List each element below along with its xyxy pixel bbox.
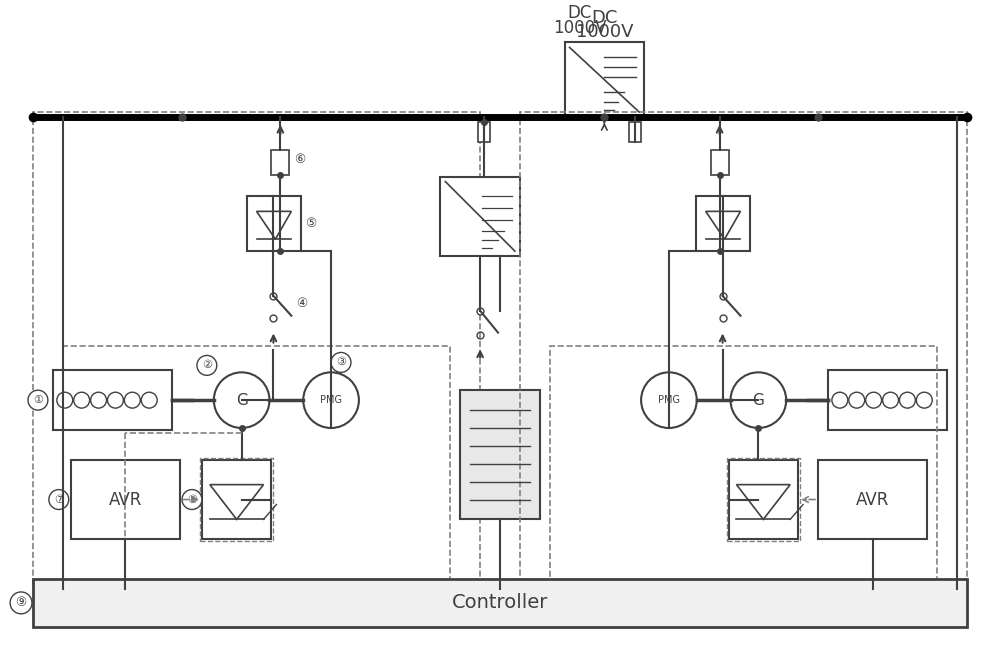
Circle shape bbox=[107, 392, 123, 408]
Bar bbox=[478, 122, 490, 142]
Circle shape bbox=[49, 490, 69, 510]
Text: AVR: AVR bbox=[109, 490, 142, 508]
Text: ①: ① bbox=[33, 395, 43, 405]
Circle shape bbox=[641, 372, 697, 428]
Bar bbox=[271, 150, 289, 174]
Bar bbox=[247, 196, 301, 251]
Text: ②: ② bbox=[202, 360, 212, 370]
Text: Controller: Controller bbox=[452, 594, 548, 612]
Text: ⑦: ⑦ bbox=[54, 495, 64, 505]
Text: 1000V: 1000V bbox=[553, 19, 606, 37]
Bar bbox=[711, 150, 729, 174]
Circle shape bbox=[28, 390, 48, 410]
Text: ⑨: ⑨ bbox=[15, 596, 27, 609]
Text: ⑥: ⑥ bbox=[294, 153, 305, 166]
Circle shape bbox=[849, 392, 865, 408]
Circle shape bbox=[916, 392, 932, 408]
Bar bbox=[33, 112, 480, 589]
Circle shape bbox=[899, 392, 915, 408]
Text: DC: DC bbox=[591, 8, 618, 26]
Bar bbox=[460, 390, 540, 519]
Text: ⑧: ⑧ bbox=[187, 495, 197, 505]
Bar bbox=[53, 370, 172, 430]
Text: 1000V: 1000V bbox=[576, 23, 633, 41]
Circle shape bbox=[57, 392, 73, 408]
Bar bbox=[520, 112, 967, 589]
Bar bbox=[440, 176, 520, 256]
Text: G: G bbox=[752, 393, 764, 408]
Bar bbox=[629, 122, 641, 142]
Circle shape bbox=[214, 372, 269, 428]
Bar bbox=[727, 458, 800, 541]
Circle shape bbox=[182, 490, 202, 510]
Circle shape bbox=[883, 392, 898, 408]
Circle shape bbox=[10, 592, 32, 614]
Bar bbox=[33, 579, 967, 627]
Bar bbox=[63, 346, 450, 584]
Circle shape bbox=[197, 355, 217, 375]
Text: AVR: AVR bbox=[856, 490, 889, 508]
Circle shape bbox=[731, 372, 786, 428]
Bar bbox=[71, 460, 180, 539]
Bar bbox=[729, 460, 798, 539]
Bar bbox=[696, 196, 750, 251]
Circle shape bbox=[91, 392, 106, 408]
Text: PMG: PMG bbox=[658, 395, 680, 405]
Text: DC: DC bbox=[567, 4, 592, 21]
Bar bbox=[818, 460, 927, 539]
Circle shape bbox=[303, 372, 359, 428]
Text: ③: ③ bbox=[336, 357, 346, 368]
Text: G: G bbox=[236, 393, 248, 408]
Bar bbox=[828, 370, 947, 430]
Circle shape bbox=[74, 392, 90, 408]
Text: ④: ④ bbox=[296, 297, 307, 310]
Bar bbox=[565, 43, 644, 117]
Text: PMG: PMG bbox=[320, 395, 342, 405]
Circle shape bbox=[141, 392, 157, 408]
Text: ⑤: ⑤ bbox=[306, 217, 317, 230]
Bar bbox=[550, 346, 937, 584]
Circle shape bbox=[832, 392, 848, 408]
Bar bbox=[200, 458, 273, 541]
Circle shape bbox=[866, 392, 882, 408]
Circle shape bbox=[124, 392, 140, 408]
Circle shape bbox=[331, 353, 351, 372]
Bar bbox=[202, 460, 271, 539]
